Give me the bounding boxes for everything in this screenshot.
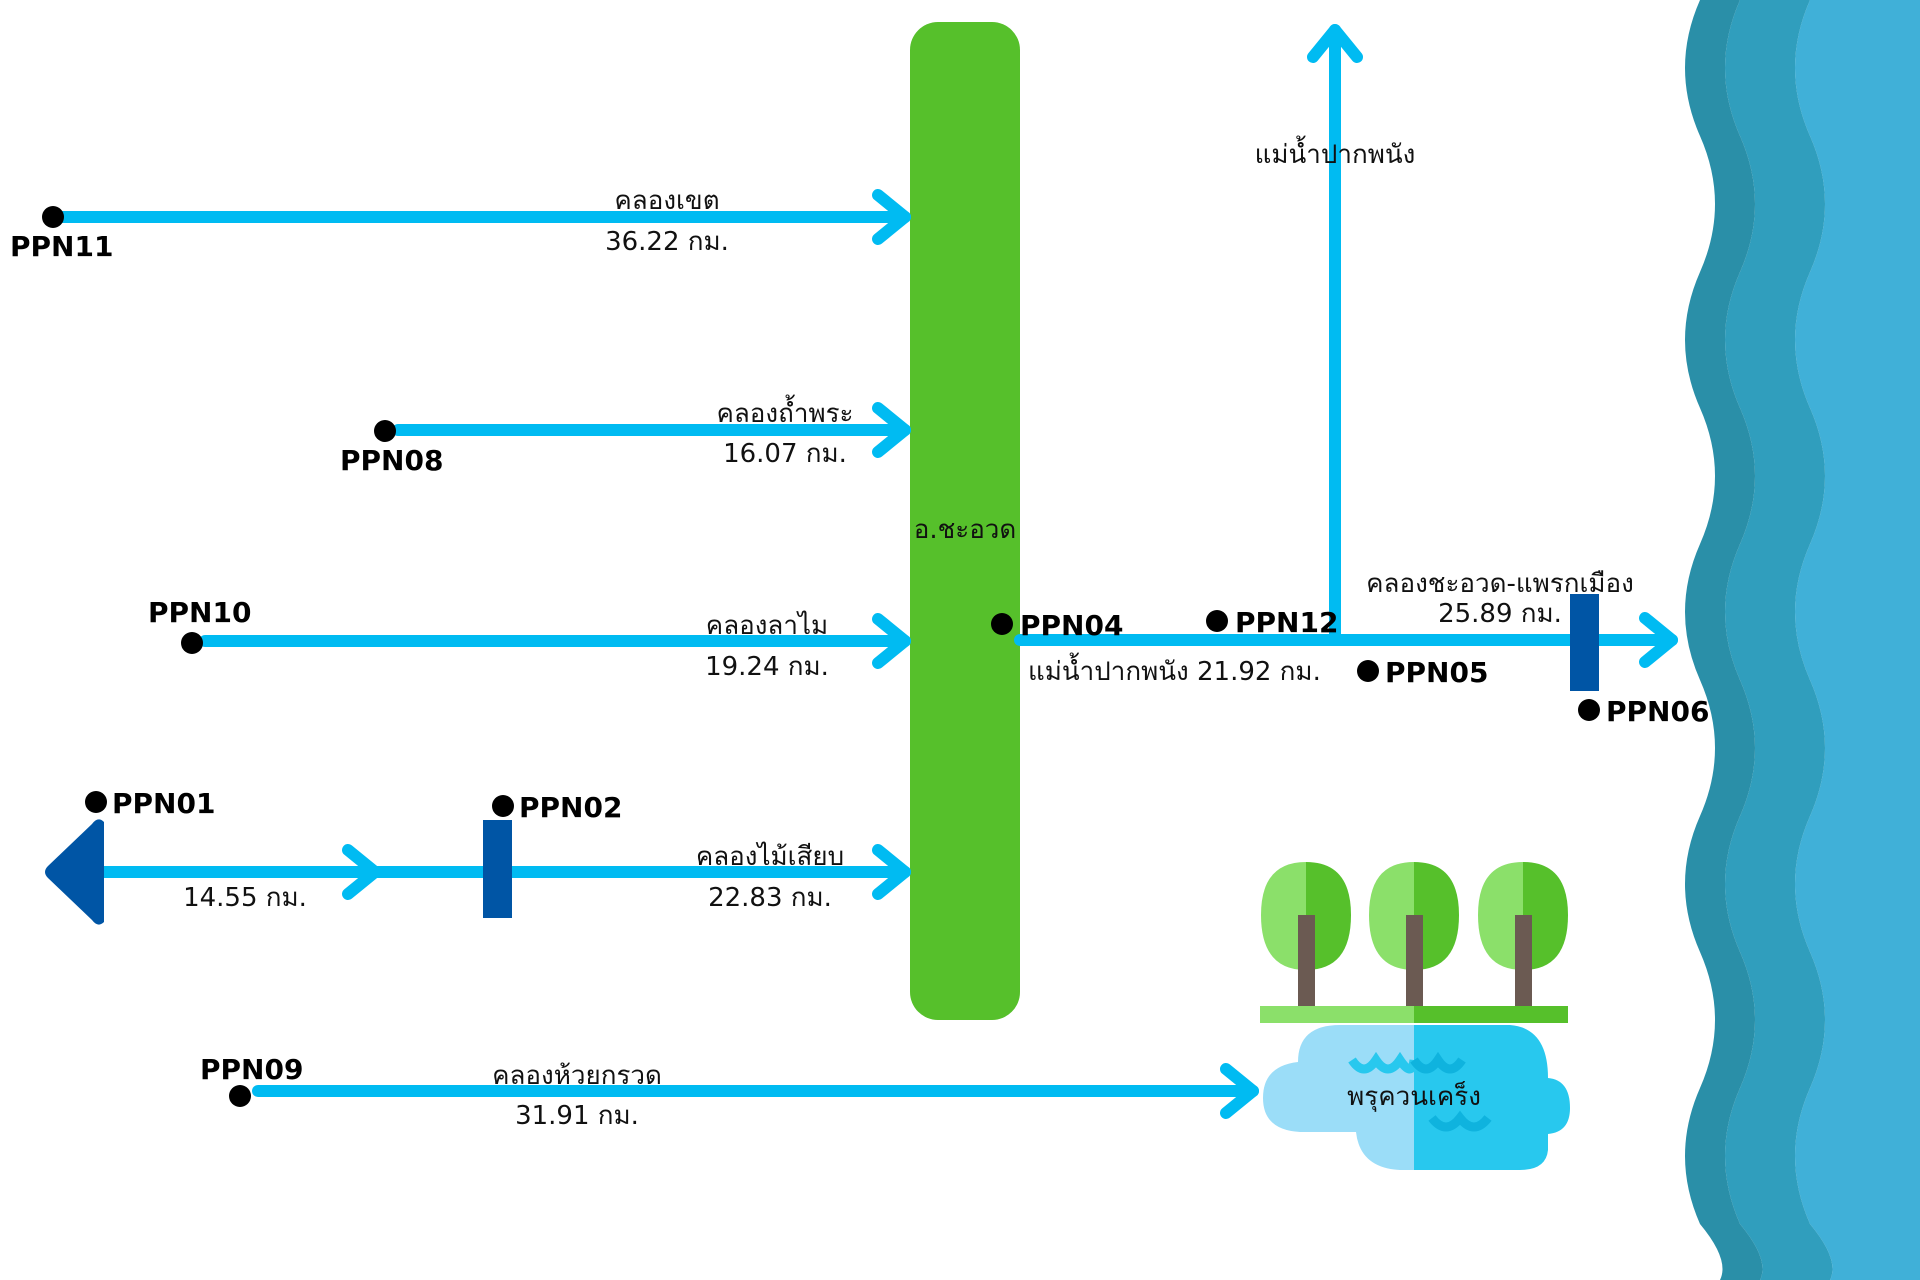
district-bar [910,22,1020,1020]
canal-thampra-name: คลองถ้ำพระ [716,394,853,429]
canal-lamai-length: 19.24 กม. [705,652,829,682]
station-dot-ppn02 [492,795,514,817]
station-dot-ppn01 [85,791,107,813]
station-dot-ppn06 [1578,699,1600,721]
peat-swamp-label: พรุควนเคร็ง [1347,1080,1481,1112]
station-dot-ppn04 [991,613,1013,635]
canal-thampra-arrow-icon [872,402,911,458]
canal-chauat-praekmueang-name: คลองชะอวด-แพรกเมือง [1366,569,1634,599]
main-river-north-label: แม่น้ำปากพนัง [1255,135,1416,170]
canal-lamai-arrow-icon [872,613,911,669]
station-label-ppn10: PPN10 [148,596,251,629]
main-river-arrow-icon [1639,612,1678,668]
station-dot-ppn08 [374,420,396,442]
sea-stripe-light [1795,0,1920,1280]
station-dot-ppn12 [1206,610,1228,632]
sluice-gate-ppn02 [483,820,512,918]
sea-stripe-dark [1685,0,1763,1280]
sea-stripe-mid [1725,0,1833,1280]
station-label-ppn11: PPN11 [10,230,113,263]
canal-khet-arrow-icon [872,189,911,245]
station-dot-ppn09 [229,1085,251,1107]
canal-chauat-praekmueang-length: 25.89 กม. [1438,599,1562,629]
station-label-ppn01: PPN01 [112,787,215,820]
peat-swamp-icon: พรุควนเคร็ง [1260,862,1570,1170]
station-dot-ppn10 [181,632,203,654]
main-river-north-arrow-icon [1307,24,1363,63]
station-label-ppn12: PPN12 [1235,606,1338,639]
station-label-ppn06: PPN06 [1606,695,1709,728]
canal-maisiap-name: คลองไม้เสียบ [696,841,844,872]
canal-khet-name: คลองเขต [614,186,719,216]
station-dots [42,206,1600,1107]
canal-khet-length: 36.22 กม. [605,227,729,257]
canal-huaikruat-arrow-icon [1220,1063,1259,1119]
canal-ppn01-length: 14.55 กม. [183,883,307,913]
canal-huaikruat-length: 31.91 กม. [515,1101,639,1131]
station-dot-ppn11 [42,206,64,228]
sea [1685,0,1920,1280]
sluice-gate-ppn01-icon [45,819,104,925]
canal-thampra-length: 16.07 กม. [723,439,847,469]
canal-lamai-name: คลองลาไม [706,610,828,641]
station-dot-ppn05 [1357,660,1379,682]
sluice-gate-ppn06 [1570,594,1599,691]
district-label: อ.ชะอวด [914,515,1017,545]
canal-maisiap-arrow-icon [872,844,911,900]
station-label-ppn02: PPN02 [519,791,622,824]
station-label-ppn08: PPN08 [340,444,443,477]
canal-maisiap-mid-arrow-icon [342,844,381,900]
canal-maisiap-length: 22.83 กม. [708,883,832,913]
station-label-ppn09: PPN09 [200,1053,303,1086]
main-river-reach-label: แม่น้ำปากพนัง 21.92 กม. [1028,652,1321,687]
station-label-ppn04: PPN04 [1020,609,1123,642]
station-label-ppn05: PPN05 [1385,656,1488,689]
canal-huaikruat-name: คลองห้วยกรวด [492,1061,662,1091]
